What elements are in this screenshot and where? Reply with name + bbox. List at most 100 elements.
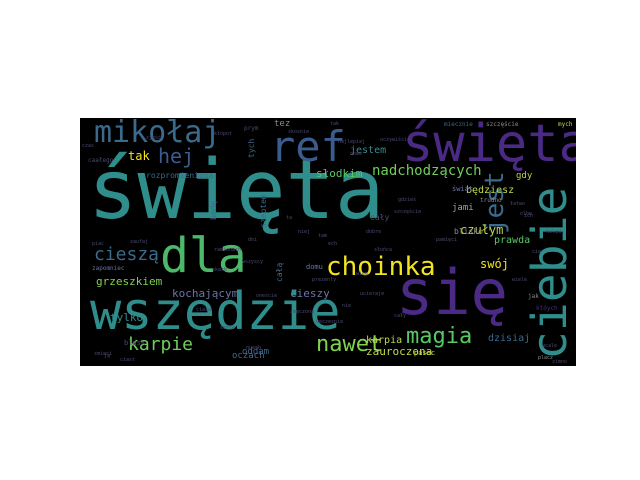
- word-czas: czas: [82, 143, 95, 149]
- word-swiat-small: świat: [452, 185, 474, 193]
- word-szczescie-small: szczęście: [394, 209, 422, 215]
- word-ciebie: ciebie: [522, 186, 576, 360]
- word-wiem: wiem: [356, 271, 369, 277]
- word-tez: tez: [274, 119, 291, 129]
- word-oddam: oddam: [242, 347, 270, 357]
- word-latwo: łatwo: [510, 201, 526, 207]
- word-onescie: oneście: [256, 293, 278, 299]
- word-szczescie: szczęście: [486, 121, 519, 128]
- word-hej: hej: [158, 144, 195, 168]
- word-swiat: święta: [402, 118, 576, 174]
- word-bede: bedę: [209, 200, 218, 220]
- word-gdy: gdy: [516, 171, 533, 181]
- word-nawet: nawet: [316, 332, 383, 357]
- word-niej: niej: [298, 229, 311, 235]
- word-ramionach: ramionach: [214, 247, 242, 253]
- word-jestem: jestem: [350, 145, 387, 156]
- word-nowe: nowe: [350, 151, 363, 157]
- word-najlepiej: najlepiej: [338, 139, 366, 145]
- word-wszyscy: wszyscy: [242, 259, 264, 265]
- word-ciala: ciała: [196, 307, 212, 313]
- word-gdzies: gdzieś: [398, 197, 417, 203]
- word-mikolaj: mikołaj: [94, 118, 221, 150]
- word-blask: blask: [124, 339, 146, 347]
- word-czulym: czułym: [460, 223, 504, 237]
- word-magia: magia: [406, 324, 473, 349]
- word-dla: dla: [160, 228, 247, 284]
- word-zaufaj: zaufaj: [130, 239, 149, 245]
- word-dzisiaj: dzisiaj: [488, 333, 531, 344]
- word-miecznie: miecznie: [444, 121, 473, 128]
- word-caly: cały: [370, 213, 390, 222]
- word-mych: mych: [558, 121, 573, 128]
- word-wcale: wcale: [542, 343, 558, 349]
- word-jak: jak: [528, 293, 539, 300]
- word-tylko: tylko: [110, 311, 144, 324]
- word-wiele: wiele: [512, 277, 528, 283]
- word-choinka: choinka: [326, 252, 436, 282]
- word-slodkim: słodkim: [316, 167, 363, 180]
- word-serce: serce: [220, 325, 236, 331]
- word-ta: ta: [286, 215, 293, 221]
- word-pasec: pasec: [414, 349, 436, 357]
- word-wszedzie: wszędzie: [90, 282, 341, 342]
- word-cloud-canvas: święta wszędzie się święta ref mikołaj c…: [80, 118, 576, 366]
- word-calego: caałego: [88, 157, 114, 164]
- word-pamieci: pamięci: [436, 237, 458, 243]
- word-cieszy: cieszy: [290, 287, 330, 300]
- word-ref: ref: [270, 122, 346, 171]
- word-prym: prym: [244, 125, 259, 132]
- word-szeptem: szeptem: [259, 194, 268, 228]
- word-prezenty: prezenty: [312, 277, 337, 283]
- word-grzeszkiem: grzeszkiem: [96, 275, 163, 288]
- word-cie: cie: [532, 249, 542, 255]
- word-tak-small: tak: [330, 121, 340, 127]
- word-klopot: kłopot: [214, 131, 233, 137]
- word-nadchodzacych: nadchodzących: [372, 163, 482, 179]
- word-jami: jami: [452, 203, 474, 213]
- word-blisko: blisko: [454, 227, 483, 236]
- word-prawda: prawda: [494, 235, 531, 246]
- word-zmeczona: zmęczona: [290, 309, 315, 315]
- word-ich: ich: [524, 213, 534, 219]
- word-cala: całą: [275, 262, 284, 282]
- word-tak: tak: [128, 149, 150, 163]
- word-ech: ech: [328, 241, 338, 247]
- word-dni: dni: [248, 237, 258, 243]
- word-dobre: dobre: [366, 229, 382, 235]
- word-ucieraje: ucieraje: [360, 291, 385, 297]
- word-zapomniec: zapomniec: [92, 265, 125, 272]
- word-trudno: trudno: [480, 197, 502, 204]
- word-karpia: karpia: [366, 335, 403, 346]
- word-skarb: skarb: [212, 267, 228, 273]
- word-swoj: swój: [480, 257, 509, 271]
- word-oczywiscie: oczywiście: [380, 137, 411, 143]
- word-karpie: karpie: [128, 334, 194, 355]
- word-tych: tych: [247, 138, 256, 158]
- word-nuech: nuech: [246, 345, 262, 351]
- word-tam: tam: [318, 233, 328, 239]
- word-bedziesz: będziesz: [466, 185, 515, 196]
- word-placz: placz: [538, 355, 554, 361]
- word-ueczesnie: ueczesnie: [316, 319, 344, 325]
- word-kochajacym: kochającym: [172, 287, 239, 300]
- word-koled: kolęd: [546, 229, 562, 235]
- word-sie: się: [396, 256, 508, 329]
- word-nie: nie: [342, 303, 352, 309]
- word-domu: domu: [306, 263, 323, 271]
- word-ciast: ciast: [120, 357, 136, 363]
- word-rozpromieniona: rozpromieniona: [146, 171, 214, 180]
- word-zimno: zimno: [552, 359, 568, 365]
- word-zauroczona: zauroczona: [366, 345, 433, 358]
- word-slonca: słońca: [374, 247, 393, 253]
- word-piac: piac: [92, 241, 105, 247]
- word-zjesc: zjeść: [146, 135, 162, 141]
- word-oczach: oczach: [232, 351, 265, 361]
- word-ktorych: któych: [536, 305, 558, 312]
- word-caly-small: cały: [394, 313, 407, 319]
- word-skosnie: skosnie: [288, 129, 310, 135]
- word-olbo: olbo: [520, 211, 533, 217]
- word-swieta-large: święta: [88, 143, 385, 238]
- word-ja: ją: [104, 353, 111, 359]
- word-smieci: smieci: [94, 351, 113, 357]
